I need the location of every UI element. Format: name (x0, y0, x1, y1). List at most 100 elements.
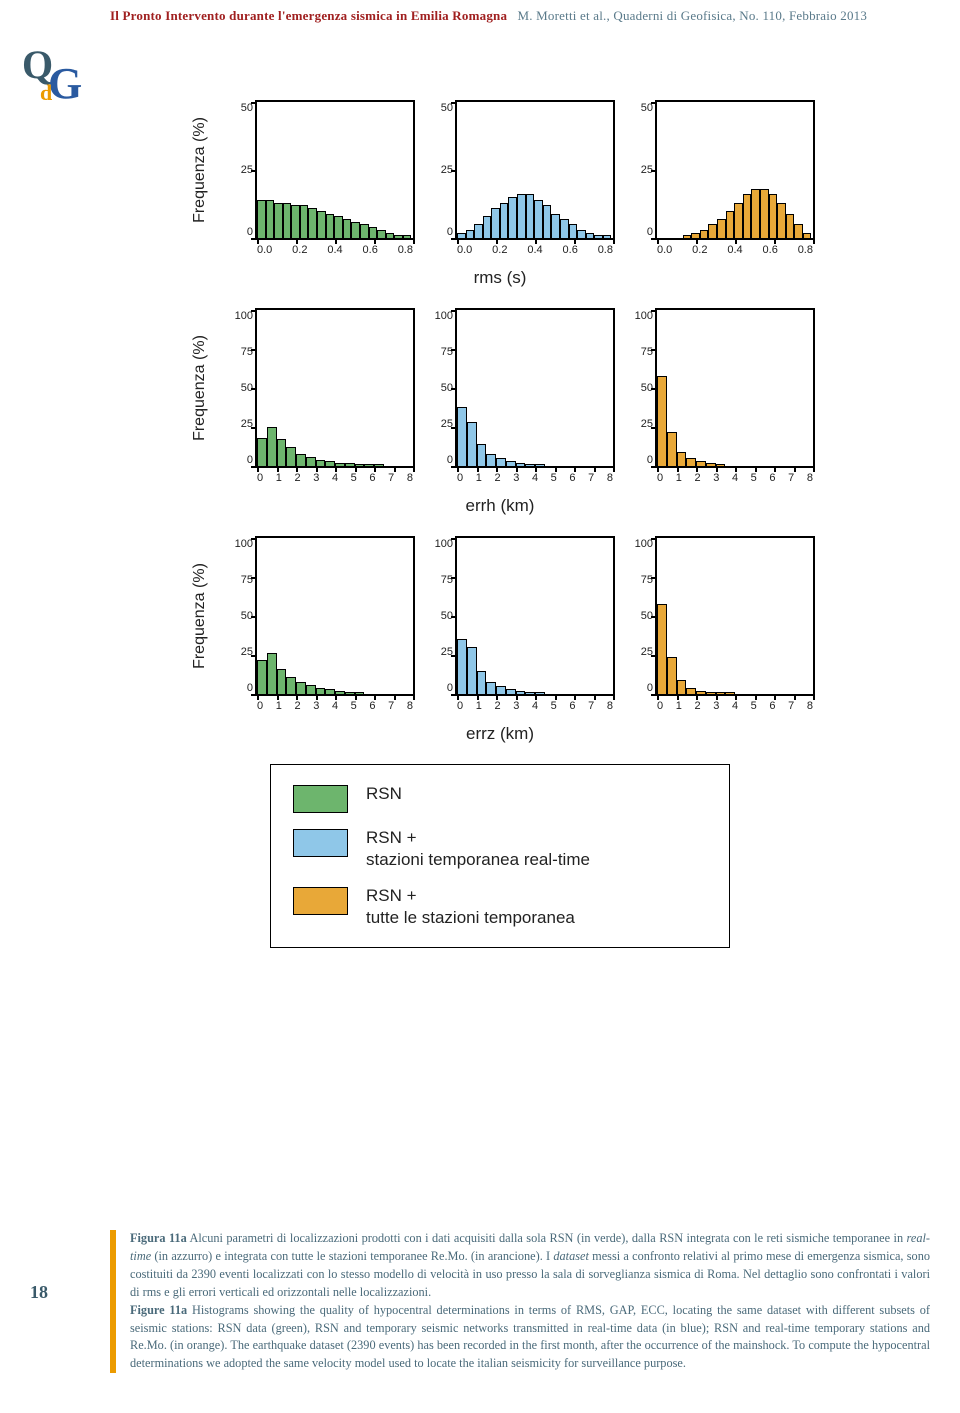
histogram-panel: 502500.00.20.40.60.8 (255, 100, 415, 240)
histogram-bar (743, 194, 752, 238)
histogram-bar (496, 458, 506, 466)
histogram-bar (369, 227, 378, 238)
histogram-panel: 1007550250012345678 (255, 536, 415, 696)
histogram-bar (257, 660, 267, 694)
caption-label-it: Figura 11a (130, 1231, 187, 1245)
histogram-panel: 502500.00.20.40.60.8 (455, 100, 615, 240)
histogram-bar (286, 447, 296, 466)
figure-caption: Figura 11a Alcuni parametri di localizza… (110, 1230, 930, 1373)
histogram-bar (291, 205, 300, 238)
histogram-bar (457, 407, 467, 466)
histogram-bar (308, 208, 317, 238)
histogram-bar (677, 680, 687, 694)
histogram-bar (326, 214, 335, 238)
histogram-bar (474, 224, 483, 238)
legend-swatch (293, 829, 348, 857)
header-meta: M. Moretti et al., Quaderni di Geofisica… (518, 8, 868, 23)
histogram-bar (477, 444, 487, 466)
legend-label: RSN (366, 783, 402, 805)
histogram-bar (526, 194, 535, 238)
x-axis-label: errz (km) (150, 724, 850, 744)
caption-label-en: Figure 11a (130, 1303, 187, 1317)
histogram-bar (257, 200, 266, 238)
x-axis-label: rms (s) (150, 268, 850, 288)
histogram-bar (467, 422, 477, 466)
histogram-bar (517, 194, 526, 238)
histogram-bar (657, 604, 667, 694)
histogram-panel: 502500.00.20.40.60.8 (655, 100, 815, 240)
histogram-bar (286, 677, 296, 694)
histogram-bar (317, 211, 326, 238)
histogram-bar (777, 203, 786, 238)
histogram-bar (457, 639, 467, 694)
histogram-bar (343, 219, 352, 238)
page-number: 18 (30, 1282, 48, 1303)
histogram-bar (360, 224, 369, 238)
header-title: Il Pronto Intervento durante l'emergenza… (110, 8, 507, 23)
histogram-bar (667, 432, 677, 466)
page-header: Il Pronto Intervento durante l'emergenza… (110, 8, 940, 24)
legend-label: RSN +tutte le stazioni temporanea (366, 885, 575, 929)
histogram-panel: 1007550250012345678 (655, 536, 815, 696)
legend-item: RSN (293, 783, 707, 813)
histogram-bar (751, 189, 760, 238)
histogram-bar (500, 203, 509, 238)
histogram-bar (267, 427, 277, 466)
legend-swatch (293, 785, 348, 813)
svg-text:d: d (40, 80, 52, 105)
histogram-bar (717, 219, 726, 238)
histogram-bar (508, 197, 517, 238)
histogram-bar (708, 224, 717, 238)
histogram-bar (351, 222, 360, 238)
histogram-bar (277, 669, 287, 694)
histogram-bar (274, 203, 283, 238)
y-axis-label: Frequenza (%) (191, 117, 209, 223)
histogram-panel: 1007550250012345678 (255, 308, 415, 468)
y-axis-label: Frequenza (%) (191, 563, 209, 669)
svg-text:G: G (48, 59, 82, 108)
histogram-bar (491, 208, 500, 238)
histogram-bar (657, 376, 667, 466)
histogram-bar (700, 230, 709, 238)
figure-panels: Frequenza (%) 502500.00.20.40.60.8 502500.… (150, 100, 850, 948)
histogram-bar (306, 457, 316, 466)
x-axis-label: errh (km) (150, 496, 850, 516)
legend-item: RSN +stazioni temporanea real-time (293, 827, 707, 871)
histogram-panel: 1007550250012345678 (455, 536, 615, 696)
histogram-bar (726, 211, 735, 238)
histogram-bar (769, 194, 778, 238)
histogram-bar (534, 200, 543, 238)
histogram-bar (296, 454, 306, 466)
histogram-bar (667, 657, 677, 694)
histogram-bar (334, 216, 343, 238)
histogram-bar (686, 458, 696, 466)
histogram-bar (486, 682, 496, 694)
histogram-bar (760, 189, 769, 238)
histogram-bar (266, 200, 275, 238)
histogram-bar (577, 230, 586, 238)
histogram-bar (283, 203, 292, 238)
histogram-bar (486, 454, 496, 466)
histogram-bar (794, 224, 803, 238)
legend: RSN RSN +stazioni temporanea real-time RSN… (270, 764, 730, 948)
histogram-bar (569, 224, 578, 238)
histogram-bar (734, 203, 743, 238)
histogram-bar (300, 205, 309, 238)
y-axis-label: Frequenza (%) (191, 335, 209, 441)
histogram-panel: 1007550250012345678 (655, 308, 815, 468)
histogram-bar (257, 438, 267, 466)
legend-swatch (293, 887, 348, 915)
histogram-bar (277, 439, 287, 466)
histogram-bar (786, 214, 795, 238)
histogram-bar (267, 653, 277, 694)
histogram-bar (466, 230, 475, 238)
histogram-bar (560, 219, 569, 238)
histogram-bar (543, 205, 552, 238)
histogram-bar (306, 685, 316, 694)
histogram-bar (483, 216, 492, 238)
histogram-bar (296, 682, 306, 694)
journal-logo: Q G d (20, 40, 90, 110)
legend-item: RSN +tutte le stazioni temporanea (293, 885, 707, 929)
histogram-bar (467, 647, 477, 694)
histogram-bar (496, 686, 506, 694)
